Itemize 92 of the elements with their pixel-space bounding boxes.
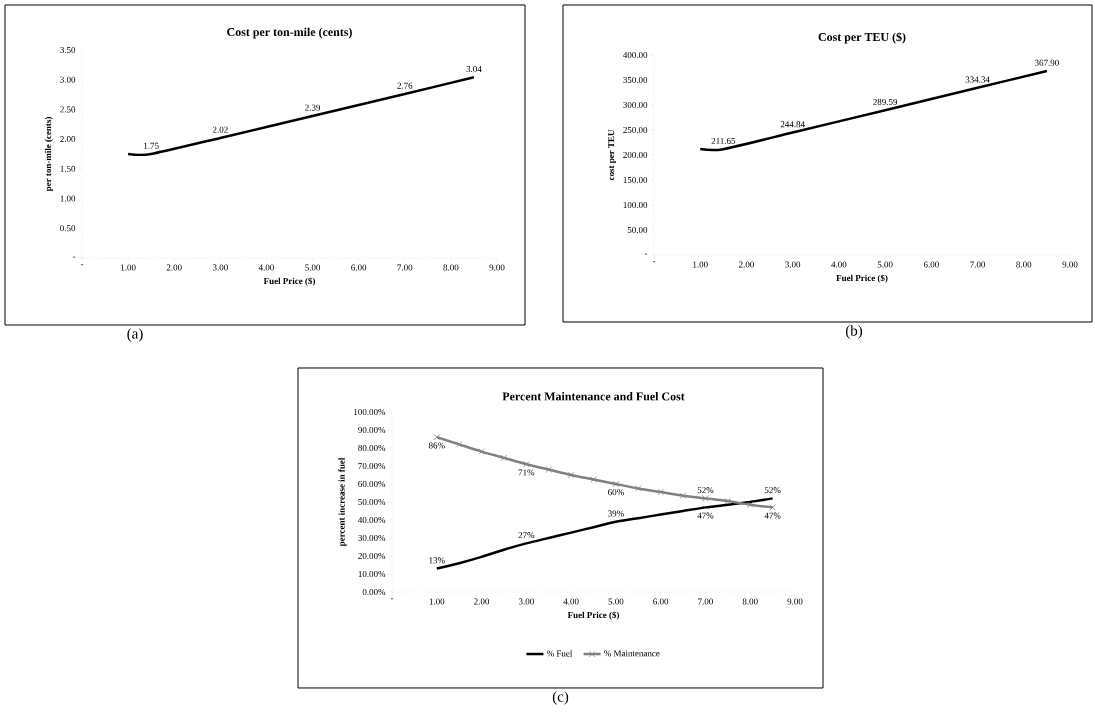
chart-title: Percent Maintenance and Fuel Cost [502, 392, 685, 401]
y-tick-label: 1.50 [60, 165, 76, 172]
x-tick-label: 2.00 [739, 261, 754, 268]
x-tick-label: 1.00 [693, 261, 708, 268]
x-tick-label: 9.00 [787, 598, 803, 605]
y-tick-label: 200.00 [623, 151, 648, 159]
x-tick-label: 8.00 [443, 264, 459, 271]
y-tick-label: - [72, 256, 76, 258]
text: (a) [127, 328, 143, 342]
y-tick-label: 50.00% [358, 498, 386, 506]
x-tick-label: 8.00 [1016, 261, 1032, 268]
data-label: 47% [697, 512, 714, 519]
text: (c) [552, 691, 569, 705]
x-tick-label: 7.00 [698, 598, 713, 605]
x-tick-label: 9.00 [489, 264, 505, 271]
x-tick-label: 2.00 [166, 264, 182, 271]
x-tick-label: 6.00 [653, 598, 669, 605]
y-axis-title: percent increase in fuel [338, 457, 347, 547]
x-tick-label: 5.00 [877, 261, 893, 268]
x-axis-title: Fuel Price ($) [567, 611, 620, 620]
y-tick-label: 300.00 [623, 101, 648, 109]
y-tick-label: 3.00 [60, 76, 76, 83]
x-tick-label: 3.00 [212, 264, 228, 271]
legend-label: % Fuel [546, 650, 573, 657]
y-tick-label: 150.00 [623, 176, 648, 184]
y-tick-label: 20.00% [358, 552, 386, 560]
x-tick-label: 4.00 [258, 264, 274, 271]
y-tick-label: 0.50 [60, 225, 76, 232]
y-tick-label: 70.00% [358, 462, 386, 470]
data-label: 71% [518, 469, 535, 476]
x-tick-label: 6.00 [351, 264, 367, 271]
data-label: 334.34 [965, 76, 990, 83]
data-label: 3.04 [466, 66, 482, 73]
y-tick-label: 90.00% [358, 426, 386, 434]
x-tick-label: 8.00 [742, 598, 758, 605]
y-tick-label: 1.00 [60, 195, 76, 202]
data-label: 13% [429, 557, 445, 564]
x-tick-label: 4.00 [831, 261, 847, 268]
data-label: 2.39 [305, 104, 321, 111]
data-label: 60% [608, 489, 624, 496]
x-tick-label: 1.00 [429, 598, 445, 605]
y-axis-title: cost per TEU [608, 129, 616, 181]
data-label: 39% [608, 510, 624, 517]
y-tick-label: 3.50 [60, 46, 76, 54]
data-label: 2.02 [212, 126, 228, 133]
x-axis-title: Fuel Price ($) [836, 274, 888, 283]
y-tick-label: 10.00% [358, 570, 386, 578]
y-tick-label: 80.00% [358, 444, 386, 452]
x-tick-label: 6.00 [923, 261, 939, 268]
x-tick-label: 5.00 [608, 598, 624, 605]
text: (b) [845, 325, 863, 339]
data-label: 27% [518, 532, 535, 539]
y-tick-label: 250.00 [623, 126, 648, 134]
data-label: 244.84 [780, 121, 805, 128]
x-tick-label: - [652, 261, 656, 263]
x-tick-label: 2.00 [474, 598, 490, 605]
y-tick-label: 0.00% [362, 588, 386, 596]
data-label: 86% [428, 442, 445, 449]
y-tick-label: 400.00 [623, 51, 648, 59]
data-label: 2.76 [397, 82, 413, 89]
x-tick-label: 9.00 [1062, 261, 1078, 268]
y-tick-label: 2.00 [60, 136, 76, 143]
y-tick-label: 40.00% [358, 516, 386, 524]
x-tick-label: 1.00 [121, 264, 136, 271]
data-label: 52% [697, 487, 714, 494]
y-tick-label: 30.00% [358, 534, 386, 542]
x-tick-label: 7.00 [970, 261, 986, 268]
data-label: 289.59 [873, 98, 898, 105]
data-label: 367.90 [1034, 59, 1059, 66]
y-tick-label: 350.00 [623, 76, 648, 84]
data-label: 211.65 [711, 137, 736, 144]
x-tick-label: 4.00 [563, 598, 579, 605]
x-tick-label: 5.00 [305, 264, 321, 271]
chart-title: Cost per ton-mile (cents) [227, 27, 352, 39]
data-label: 47% [764, 512, 781, 519]
legend-label: % Maintenance [604, 650, 660, 657]
y-tick-label: - [644, 253, 648, 255]
x-axis-title: Fuel Price ($) [263, 277, 315, 286]
x-tick-label: 7.00 [397, 264, 413, 271]
y-tick-label: 50.00 [627, 226, 648, 234]
y-tick-label: 2.50 [60, 106, 76, 113]
y-tick-label: 100.00% [354, 408, 386, 416]
data-label: 1.75 [144, 142, 159, 149]
x-tick-label: - [80, 264, 84, 266]
y-tick-label: 100.00 [623, 201, 648, 209]
x-tick-label: 3.00 [785, 261, 801, 268]
y-axis-title: per ton-mile (cents) [44, 117, 53, 192]
data-label: 52% [764, 487, 781, 494]
x-tick-label: - [390, 598, 394, 600]
y-tick-label: 60.00% [358, 480, 386, 488]
x-tick-label: 3.00 [518, 598, 534, 605]
chart-title: Cost per TEU ($) [818, 32, 906, 44]
